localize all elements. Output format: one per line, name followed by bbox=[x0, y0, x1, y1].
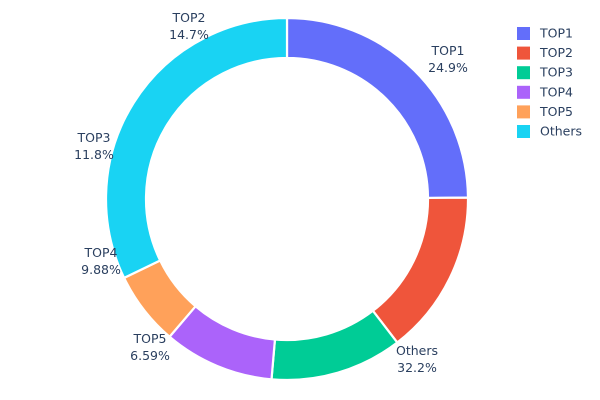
slice-label-top4: TOP4 9.88% bbox=[81, 245, 121, 277]
slice-label-top1: TOP1 24.9% bbox=[428, 43, 468, 75]
legend-swatch-others[interactable] bbox=[517, 125, 530, 138]
slice-label-percent: 24.9% bbox=[428, 60, 468, 75]
slice-label-name: TOP2 bbox=[172, 10, 206, 25]
slice-label-top5: TOP5 6.59% bbox=[130, 331, 170, 363]
legend-item-others[interactable]: Others bbox=[540, 124, 582, 139]
slice-labels-group: TOP1 24.9% TOP2 14.7% TOP3 11.8% TOP4 9.88% TOP5… bbox=[74, 10, 468, 375]
slice-label-name: TOP5 bbox=[133, 331, 167, 346]
slice-label-percent: 32.2% bbox=[397, 360, 437, 375]
slice-label-percent: 6.59% bbox=[130, 348, 170, 363]
pie-slice-others[interactable] bbox=[104, 16, 289, 279]
legend-item-top5[interactable]: TOP5 bbox=[539, 104, 573, 119]
slice-label-others: Others 32.2% bbox=[396, 343, 438, 375]
slice-label-name: Others bbox=[396, 343, 438, 358]
slice-label-top2: TOP2 14.7% bbox=[169, 10, 209, 42]
pie-slices-group bbox=[104, 16, 470, 382]
legend-item-top2[interactable]: TOP2 bbox=[539, 45, 573, 60]
slice-label-name: TOP3 bbox=[77, 130, 111, 145]
legend-swatch-top1[interactable] bbox=[517, 27, 530, 40]
legend-item-top4[interactable]: TOP4 bbox=[539, 84, 573, 99]
legend: TOP1 TOP2 TOP3 TOP4 TOP5 Others bbox=[517, 26, 582, 139]
legend-swatch-top3[interactable] bbox=[517, 66, 530, 80]
legend-item-top3[interactable]: TOP3 bbox=[539, 65, 573, 80]
slice-label-percent: 9.88% bbox=[81, 262, 121, 277]
legend-swatch-top2[interactable] bbox=[517, 46, 530, 60]
slice-label-top3: TOP3 11.8% bbox=[74, 130, 114, 162]
slice-label-name: TOP1 bbox=[431, 43, 465, 58]
legend-swatch-top5[interactable] bbox=[517, 105, 530, 119]
slice-label-name: TOP4 bbox=[84, 245, 118, 260]
slice-label-percent: 14.7% bbox=[169, 27, 209, 42]
slice-label-percent: 11.8% bbox=[74, 147, 114, 162]
legend-item-top1[interactable]: TOP1 bbox=[539, 26, 573, 41]
legend-swatch-top4[interactable] bbox=[517, 85, 530, 99]
